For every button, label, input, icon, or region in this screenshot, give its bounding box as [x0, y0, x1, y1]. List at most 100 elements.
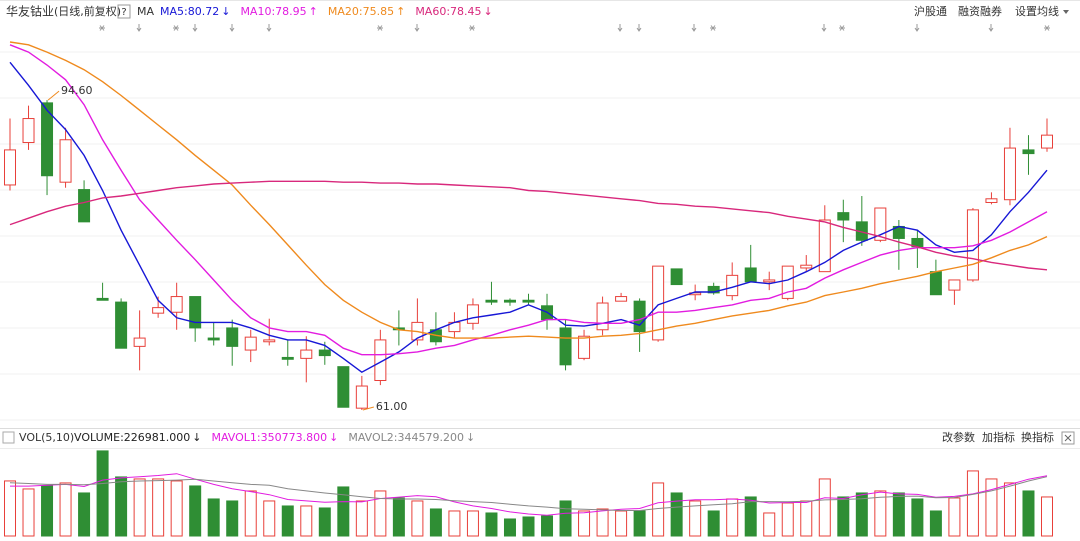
candle-body	[485, 299, 498, 303]
candle-body	[763, 279, 776, 283]
legend-trend: ↓	[466, 431, 475, 444]
volume-bar	[689, 500, 702, 537]
legend: VOLUME:226981.000 ↓ MAVOL1:350773.800 ↓ MAVO…	[74, 431, 475, 444]
volume-bar	[800, 500, 813, 537]
legend-label: MA60:78.45	[415, 5, 481, 18]
dropdown-icon[interactable]	[1063, 10, 1069, 14]
legend: MA5:80.72 ↓ MA10:78.95 ↑ MA20:75.85 ↑ MA60:78.…	[160, 5, 493, 18]
candle-body	[226, 327, 239, 347]
candle-body	[96, 297, 109, 301]
volume-bar	[226, 500, 239, 537]
candle-body	[1041, 134, 1053, 149]
button[interactable]: 融资融券	[958, 4, 1002, 18]
ma-line	[9, 180, 1048, 271]
arrow-marker	[266, 24, 272, 32]
volume-bar	[485, 512, 498, 537]
candle-body	[355, 385, 368, 409]
volume-bar	[244, 490, 257, 537]
volume-bar	[929, 510, 942, 537]
volume-bar	[1003, 482, 1016, 537]
volume-bar	[392, 497, 405, 537]
volume-bar	[818, 478, 831, 537]
volume-bar	[22, 488, 35, 537]
arrow-marker	[636, 24, 642, 32]
candle-body	[244, 336, 257, 351]
candle-body	[466, 304, 479, 324]
candle-body	[670, 268, 683, 286]
volume-bar	[966, 470, 979, 537]
close-box[interactable]	[1061, 431, 1075, 445]
candle-body	[559, 327, 572, 366]
stock-name: 华友钴业	[6, 4, 54, 19]
volume-bar	[596, 508, 609, 537]
legend-label: MA20:75.85	[328, 5, 394, 18]
volume-bar	[892, 492, 905, 537]
volume-bar	[1022, 490, 1035, 537]
volume-bar	[985, 478, 998, 537]
volume-bar	[911, 498, 924, 537]
button[interactable]: 沪股通	[914, 4, 947, 18]
arrow-marker	[192, 24, 198, 32]
volume-bar	[763, 512, 776, 537]
annotation-arrow	[362, 406, 374, 411]
legend-trend: ↓	[221, 5, 230, 18]
candle-body	[596, 302, 609, 331]
button[interactable]: 加指标	[982, 430, 1015, 444]
volume-bar	[503, 518, 516, 537]
volume-bar	[855, 492, 868, 537]
volume-bar	[670, 492, 683, 537]
button[interactable]: 改参数	[942, 430, 975, 444]
candle-body	[207, 337, 220, 341]
button[interactable]: 换指标	[1021, 430, 1054, 444]
volume-bar	[466, 510, 479, 537]
button[interactable]: 设置均线	[1015, 4, 1059, 18]
candle-body	[41, 102, 54, 177]
arrow-marker	[617, 24, 623, 32]
star-marker	[710, 25, 716, 31]
candle-body	[263, 339, 276, 343]
candle-body	[522, 299, 535, 303]
candle-body	[633, 300, 646, 333]
legend-label: MAVOL1:350773.800	[211, 431, 327, 444]
volume-bar	[41, 485, 54, 537]
volume-bar	[578, 510, 591, 537]
annotation-label: 94.60	[61, 84, 93, 97]
candle-body	[615, 296, 628, 302]
legend-trend: ↓	[484, 5, 493, 18]
candle-body	[800, 264, 813, 269]
ma-line	[9, 44, 1048, 356]
arrow-marker	[691, 24, 697, 32]
volume-bar	[170, 480, 183, 537]
candle-body	[374, 339, 387, 381]
legend-label: MAVOL2:344579.200	[348, 431, 464, 444]
candle-body	[318, 349, 331, 357]
volume-bar	[133, 478, 146, 537]
candle-body	[744, 267, 757, 283]
help-box[interactable]	[117, 4, 131, 19]
candle-body	[1003, 147, 1016, 201]
candle-body	[152, 307, 165, 314]
arrow-marker	[821, 24, 827, 32]
indicator: MA	[137, 5, 154, 18]
candle-body	[22, 118, 35, 144]
candle-body	[781, 265, 794, 299]
help[interactable]: ?	[121, 7, 126, 18]
volume-bar	[337, 486, 350, 537]
candle-body	[929, 271, 942, 296]
candle-body	[4, 149, 16, 186]
candle-body	[874, 207, 887, 241]
collapse-box[interactable]	[2, 431, 15, 444]
candle-body	[281, 356, 294, 360]
mavol-line	[10, 473, 1048, 516]
volume-bar	[152, 478, 165, 537]
legend-label: MA10:78.95	[240, 5, 306, 18]
candle-body	[837, 212, 850, 221]
annotation-arrow	[47, 90, 60, 101]
close-icon[interactable]	[1064, 434, 1072, 442]
volume-bar	[263, 500, 276, 537]
star-marker	[469, 25, 475, 31]
grid	[0, 51, 1080, 421]
candle-body	[337, 366, 350, 408]
